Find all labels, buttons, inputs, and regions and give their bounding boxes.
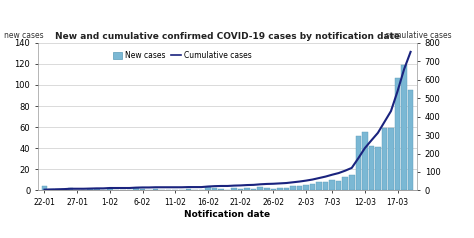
- Bar: [61, 189, 67, 190]
- Bar: [336, 181, 341, 190]
- Bar: [42, 186, 47, 190]
- Title: New and cumulative confirmed COVID-19 cases by notification date: New and cumulative confirmed COVID-19 ca…: [55, 32, 400, 41]
- Bar: [342, 177, 348, 190]
- Bar: [153, 189, 158, 190]
- Bar: [362, 132, 368, 190]
- Bar: [48, 189, 54, 190]
- Bar: [55, 189, 60, 190]
- Legend: New cases, Cumulative cases: New cases, Cumulative cases: [109, 48, 255, 63]
- Bar: [408, 90, 413, 190]
- Bar: [349, 175, 355, 190]
- Bar: [356, 136, 361, 190]
- Bar: [140, 189, 146, 190]
- X-axis label: Notification date: Notification date: [184, 210, 271, 219]
- Bar: [212, 188, 217, 190]
- Bar: [277, 188, 283, 190]
- Bar: [245, 188, 250, 190]
- Bar: [329, 180, 335, 190]
- Bar: [303, 185, 309, 190]
- Bar: [290, 186, 296, 190]
- Bar: [68, 188, 73, 190]
- Bar: [310, 184, 315, 190]
- Bar: [205, 187, 210, 190]
- Bar: [388, 128, 394, 190]
- Bar: [87, 189, 93, 190]
- Bar: [231, 188, 237, 190]
- Bar: [107, 188, 113, 190]
- Bar: [218, 189, 224, 190]
- Bar: [323, 182, 328, 190]
- Bar: [238, 189, 243, 190]
- Bar: [271, 189, 276, 190]
- Bar: [401, 65, 407, 190]
- Text: cumulative cases: cumulative cases: [384, 31, 451, 40]
- Bar: [251, 189, 256, 190]
- Bar: [94, 189, 100, 190]
- Bar: [283, 188, 289, 190]
- Bar: [369, 146, 374, 190]
- Bar: [264, 188, 270, 190]
- Bar: [257, 187, 263, 190]
- Bar: [297, 186, 302, 190]
- Bar: [382, 128, 387, 190]
- Bar: [316, 182, 322, 190]
- Bar: [185, 189, 191, 190]
- Bar: [133, 188, 139, 190]
- Text: new cases: new cases: [4, 31, 44, 40]
- Bar: [395, 78, 400, 190]
- Bar: [375, 147, 381, 190]
